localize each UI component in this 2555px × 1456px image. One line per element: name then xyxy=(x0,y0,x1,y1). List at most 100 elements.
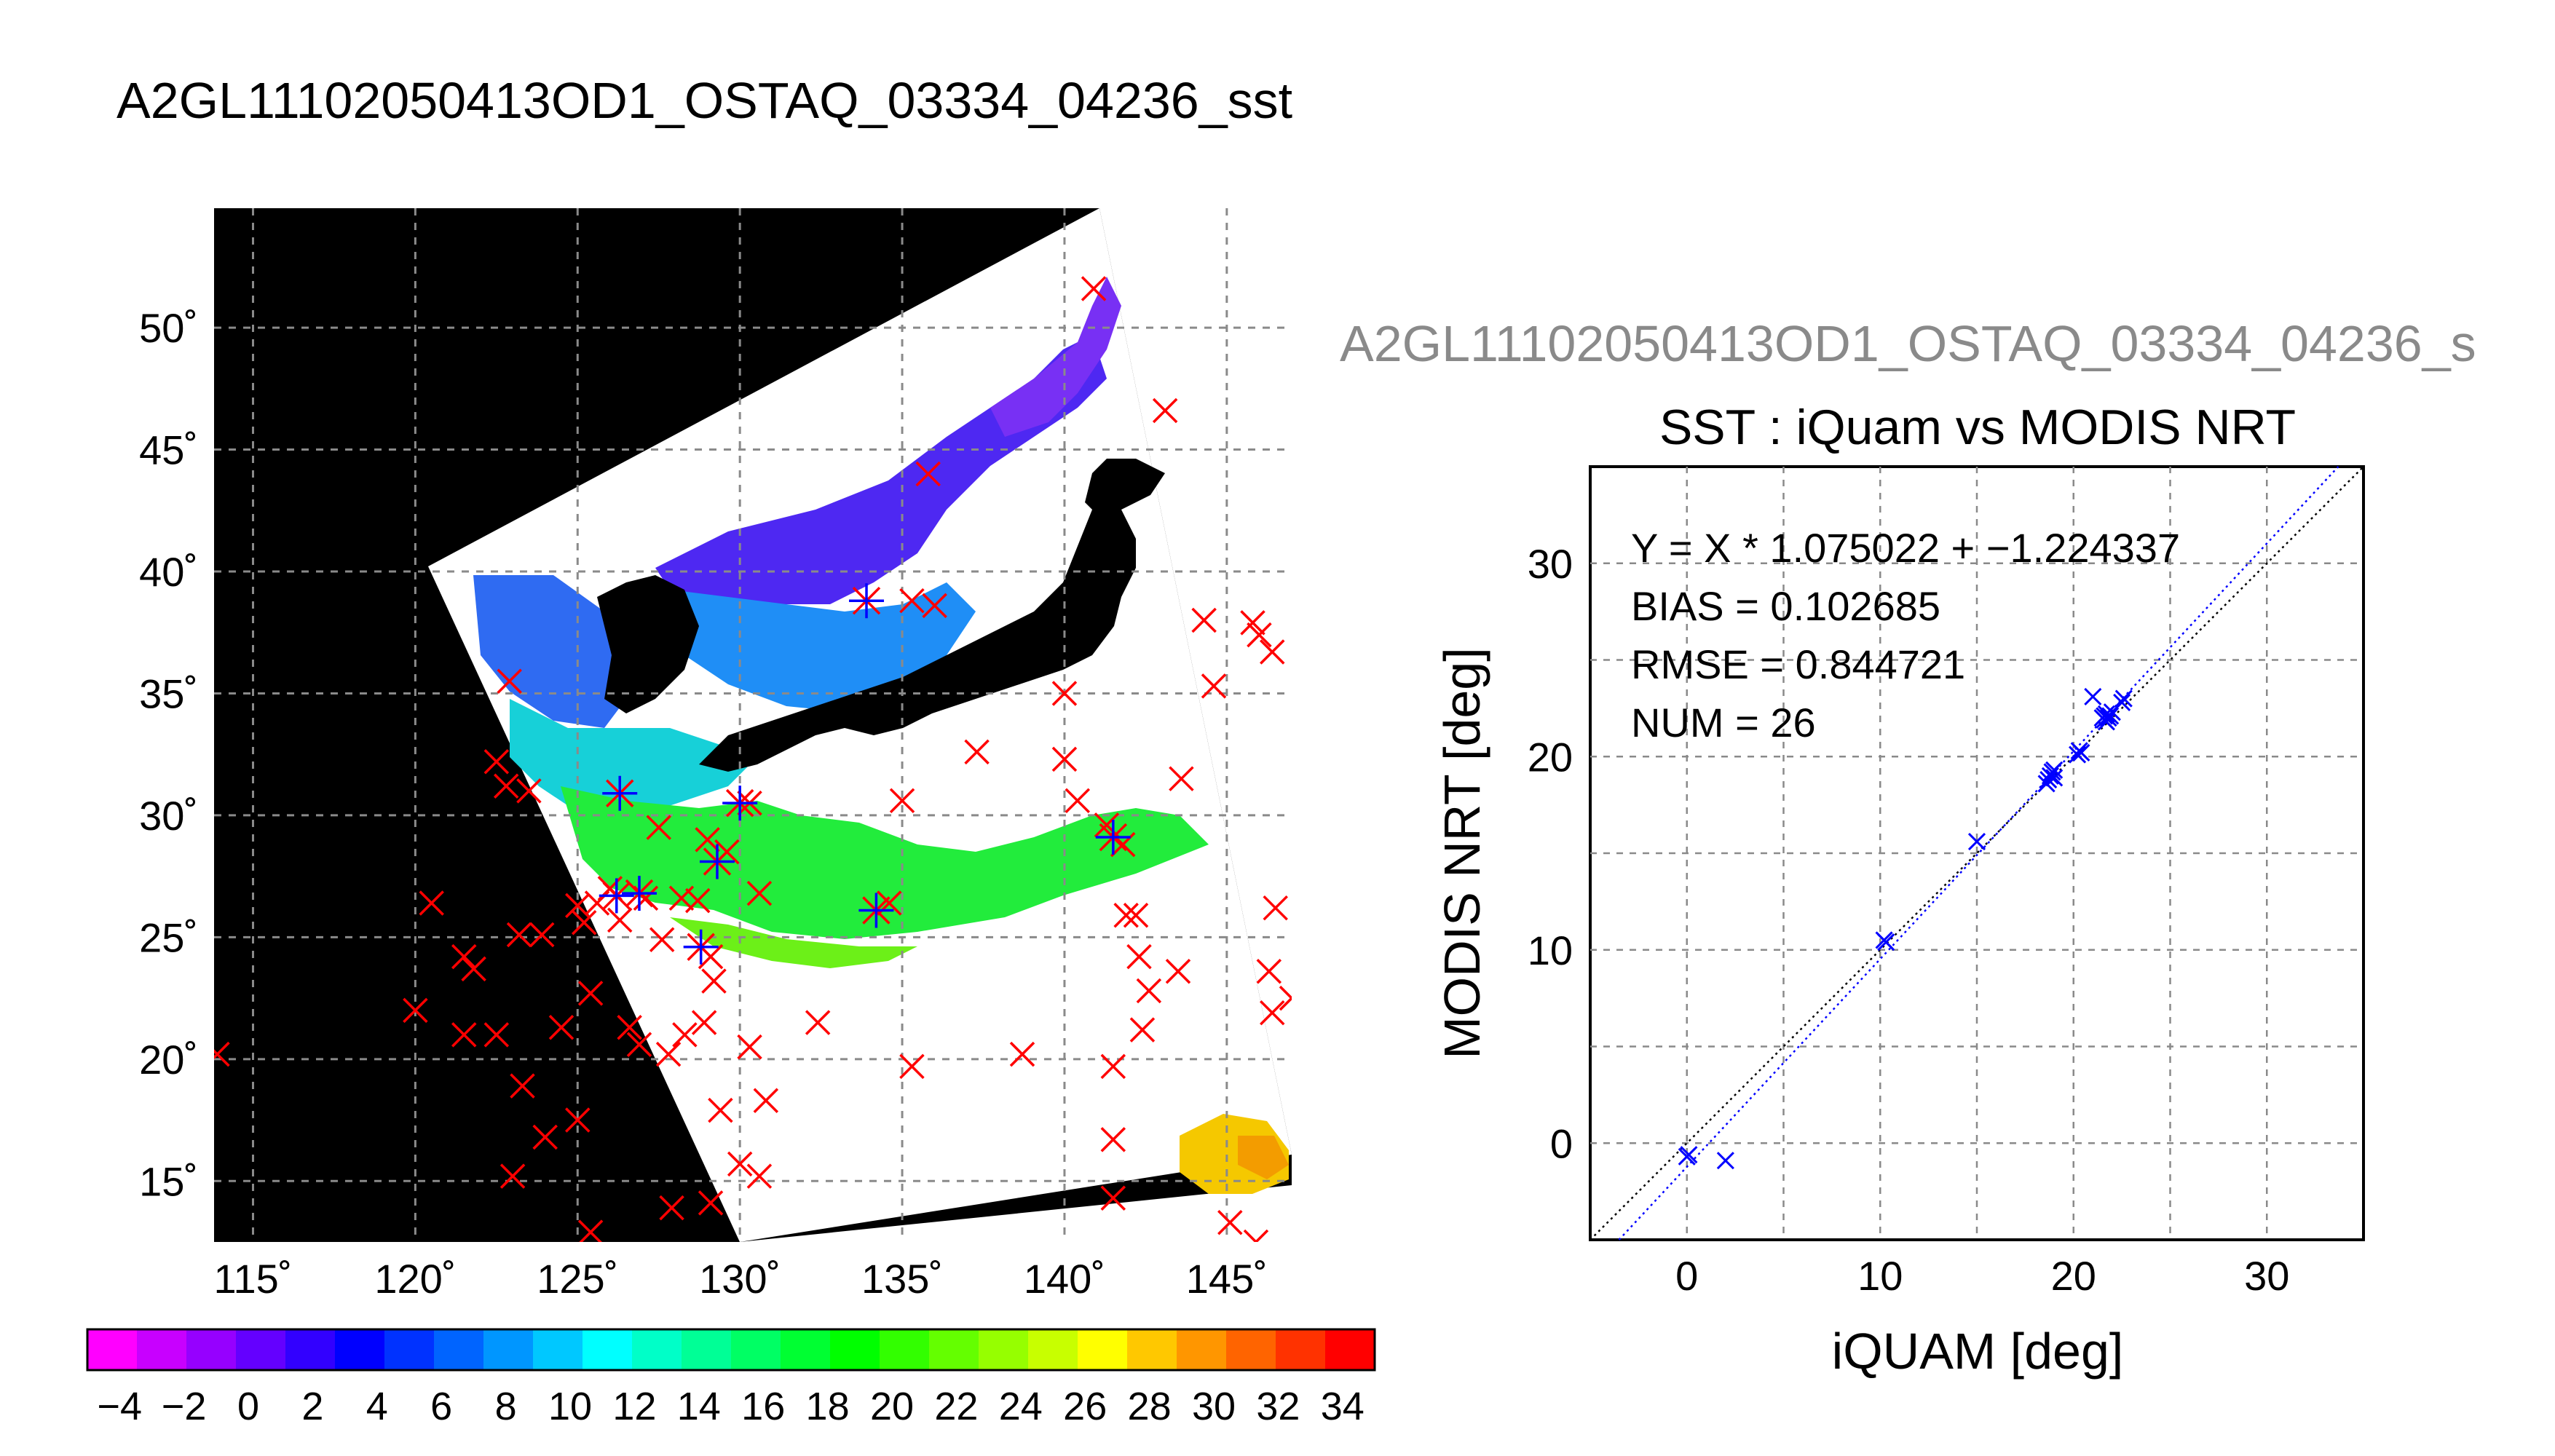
matchup-marker xyxy=(493,773,519,799)
colorbar-tick-label: 10 xyxy=(548,1385,592,1428)
matchup-marker xyxy=(506,922,532,948)
colorbar-tick-label: −4 xyxy=(97,1385,142,1428)
num-stat: NUM = 26 xyxy=(1631,700,1816,745)
matchup-marker xyxy=(626,1032,652,1057)
matchup-marker xyxy=(737,1034,762,1060)
valid-matchup-marker xyxy=(858,893,894,928)
matchup-marker xyxy=(1263,895,1288,921)
valid-matchup-marker xyxy=(602,775,638,811)
colorbar-cell xyxy=(1226,1329,1276,1370)
scatter-plot: 0 10 20 30 0 10 20 30 Y = X * 1.075022 + −1.22… xyxy=(1434,465,2365,1380)
colorbar-tick-label: 28 xyxy=(1128,1385,1172,1428)
colorbar-cell xyxy=(483,1329,534,1370)
matchup-marker xyxy=(708,1097,733,1123)
colorbar-cell xyxy=(979,1329,1029,1370)
matchup-marker xyxy=(691,1010,717,1035)
colorbar-cell xyxy=(384,1329,435,1370)
scatter-points xyxy=(1678,687,2133,1170)
colorbar-cell xyxy=(1078,1329,1128,1370)
scatter-point xyxy=(2045,761,2064,779)
scatter-x-label: iQUAM [deg] xyxy=(1832,1323,2124,1380)
map-x-tick-label: 125˚ xyxy=(537,1256,618,1302)
map-x-ticks: 115˚ 120˚ 125˚ 130˚ 135˚ 140˚ 145˚ xyxy=(214,1256,1268,1302)
matchup-marker xyxy=(1100,1127,1126,1152)
scatter-y-label: MODIS NRT [deg] xyxy=(1434,647,1490,1059)
matchup-marker xyxy=(1243,1229,1269,1242)
matchup-marker xyxy=(483,1022,510,1048)
matchup-marker xyxy=(577,1219,604,1242)
matchup-marker xyxy=(1256,959,1282,984)
matchup-marker xyxy=(684,887,711,914)
colorbar-tick-label: −2 xyxy=(162,1385,207,1428)
scatter-subtitle: A2GL11102050413OD1_OSTAQ_03334_04236_s xyxy=(1340,315,2476,372)
okhotsk-sst xyxy=(990,277,1121,437)
colorbar-cell xyxy=(236,1329,286,1370)
scatter-title: SST : iQuam vs MODIS NRT xyxy=(1659,400,2296,455)
matchup-marker xyxy=(451,943,477,970)
matchup-marker xyxy=(499,1163,526,1189)
scatter-y-ticks: 0 10 20 30 xyxy=(1528,541,1573,1167)
scatter-x-ticks: 0 10 20 30 xyxy=(1675,1253,2289,1299)
matchup-marker xyxy=(1129,1017,1156,1042)
colorbar-tick-label: 0 xyxy=(237,1385,259,1428)
matchup-marker xyxy=(483,748,510,775)
colorbar-cells xyxy=(87,1329,1375,1370)
matchup-marker xyxy=(701,968,727,994)
matchup-marker xyxy=(1065,788,1091,814)
colorbar-cell xyxy=(335,1329,385,1370)
valid-matchup-marker xyxy=(683,929,719,965)
matchup-marker xyxy=(746,1163,773,1189)
matchup-marker xyxy=(1051,746,1078,772)
kuroshio-sst xyxy=(561,786,1209,939)
scatter-y-tick-label: 20 xyxy=(1528,734,1573,780)
scatter-x-tick-label: 20 xyxy=(2051,1253,2096,1299)
colorbar-cell xyxy=(1127,1329,1177,1370)
map-valid-markers xyxy=(599,583,1131,965)
valid-matchup-marker xyxy=(621,876,657,911)
colorbar-tick-label: 34 xyxy=(1321,1385,1365,1428)
scatter-point xyxy=(2037,775,2056,793)
matchup-marker xyxy=(805,1010,831,1035)
matchup-marker xyxy=(746,880,773,906)
scatter-point xyxy=(2097,713,2115,731)
matchup-marker xyxy=(672,1022,698,1048)
scatter-point xyxy=(1680,1146,1698,1164)
matchup-marker xyxy=(1260,1000,1285,1026)
valid-matchup-marker xyxy=(1095,820,1131,855)
matchup-marker xyxy=(899,1053,925,1080)
colorbar-tick-label: 2 xyxy=(301,1385,323,1428)
matchup-marker xyxy=(1094,812,1120,838)
rmse-stat: RMSE = 0.844721 xyxy=(1631,641,1965,687)
matchup-marker xyxy=(646,815,671,840)
matchup-marker xyxy=(607,907,633,933)
matchup-marker xyxy=(753,1088,779,1113)
colorbar-tick-label: 6 xyxy=(430,1385,452,1428)
colorbar-tick-label: 20 xyxy=(870,1385,914,1428)
matchup-marker xyxy=(659,1195,684,1221)
japan-land xyxy=(699,495,1136,772)
matchup-marker xyxy=(915,461,941,487)
scatter-point xyxy=(2045,769,2064,787)
matchup-marker xyxy=(655,1041,682,1067)
fit-equation: Y = X * 1.075022 + −1.224337 xyxy=(1631,525,2180,571)
identity-line xyxy=(1590,466,2364,1241)
taiwan-land xyxy=(466,888,495,946)
map-y-tick-label: 40˚ xyxy=(139,549,198,595)
matchup-marker xyxy=(1247,622,1272,648)
map-y-tick-label: 30˚ xyxy=(139,793,198,839)
matchup-marker xyxy=(698,1190,724,1216)
hokkaido-land xyxy=(1085,459,1165,517)
colorbar-cell xyxy=(731,1329,781,1370)
matchup-marker xyxy=(1136,978,1162,1004)
matchup-marker xyxy=(1169,766,1194,791)
colorbar-cell xyxy=(533,1329,583,1370)
matchup-marker xyxy=(532,1124,558,1150)
matchup-marker xyxy=(548,1015,574,1040)
scatter-y-tick-label: 0 xyxy=(1550,1120,1573,1166)
colorbar-cell xyxy=(929,1329,979,1370)
colorbar-tick-label: 18 xyxy=(806,1385,850,1428)
valid-matchup-marker xyxy=(722,786,758,821)
matchup-marker xyxy=(497,668,522,694)
map-y-tick-label: 50˚ xyxy=(139,305,198,351)
